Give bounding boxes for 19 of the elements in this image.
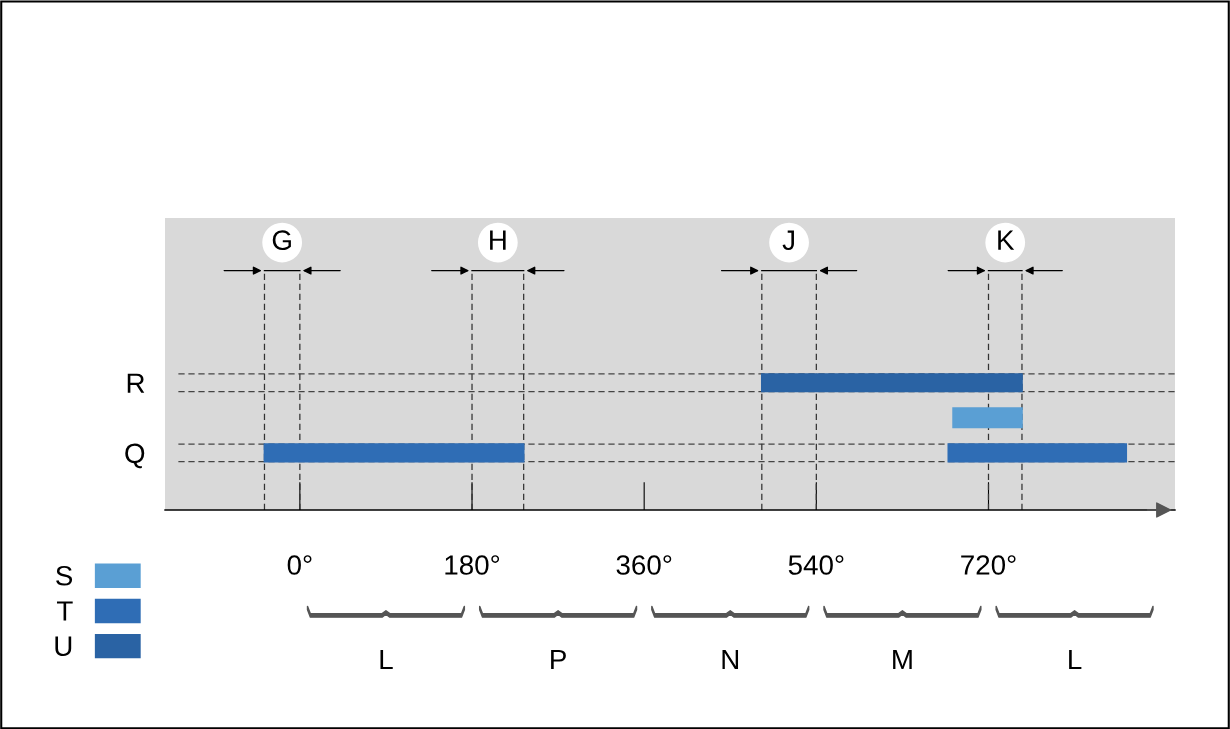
ref-line-label: G [272, 230, 291, 250]
text: N [722, 649, 739, 670]
ref-line-label: K [998, 230, 1015, 250]
text: M [893, 649, 912, 670]
x-tick-label: 540° [788, 555, 844, 575]
text: L [1069, 649, 1082, 670]
text: P [551, 649, 566, 670]
ref-line-label: J [782, 230, 794, 250]
y-tick-label: Q [125, 443, 145, 469]
y-tick-label: R [127, 373, 145, 393]
text: L [380, 649, 393, 670]
legend-label: T [56, 601, 73, 621]
legend-label: U [55, 636, 72, 656]
x-tick-label: 720° [961, 555, 1016, 575]
legend-label: S [56, 565, 73, 586]
x-tick-label: 180° [445, 555, 500, 575]
ref-line-label: H [490, 230, 506, 250]
x-tick-label: 0° [287, 555, 312, 575]
x-tick-label: 360° [616, 555, 672, 575]
